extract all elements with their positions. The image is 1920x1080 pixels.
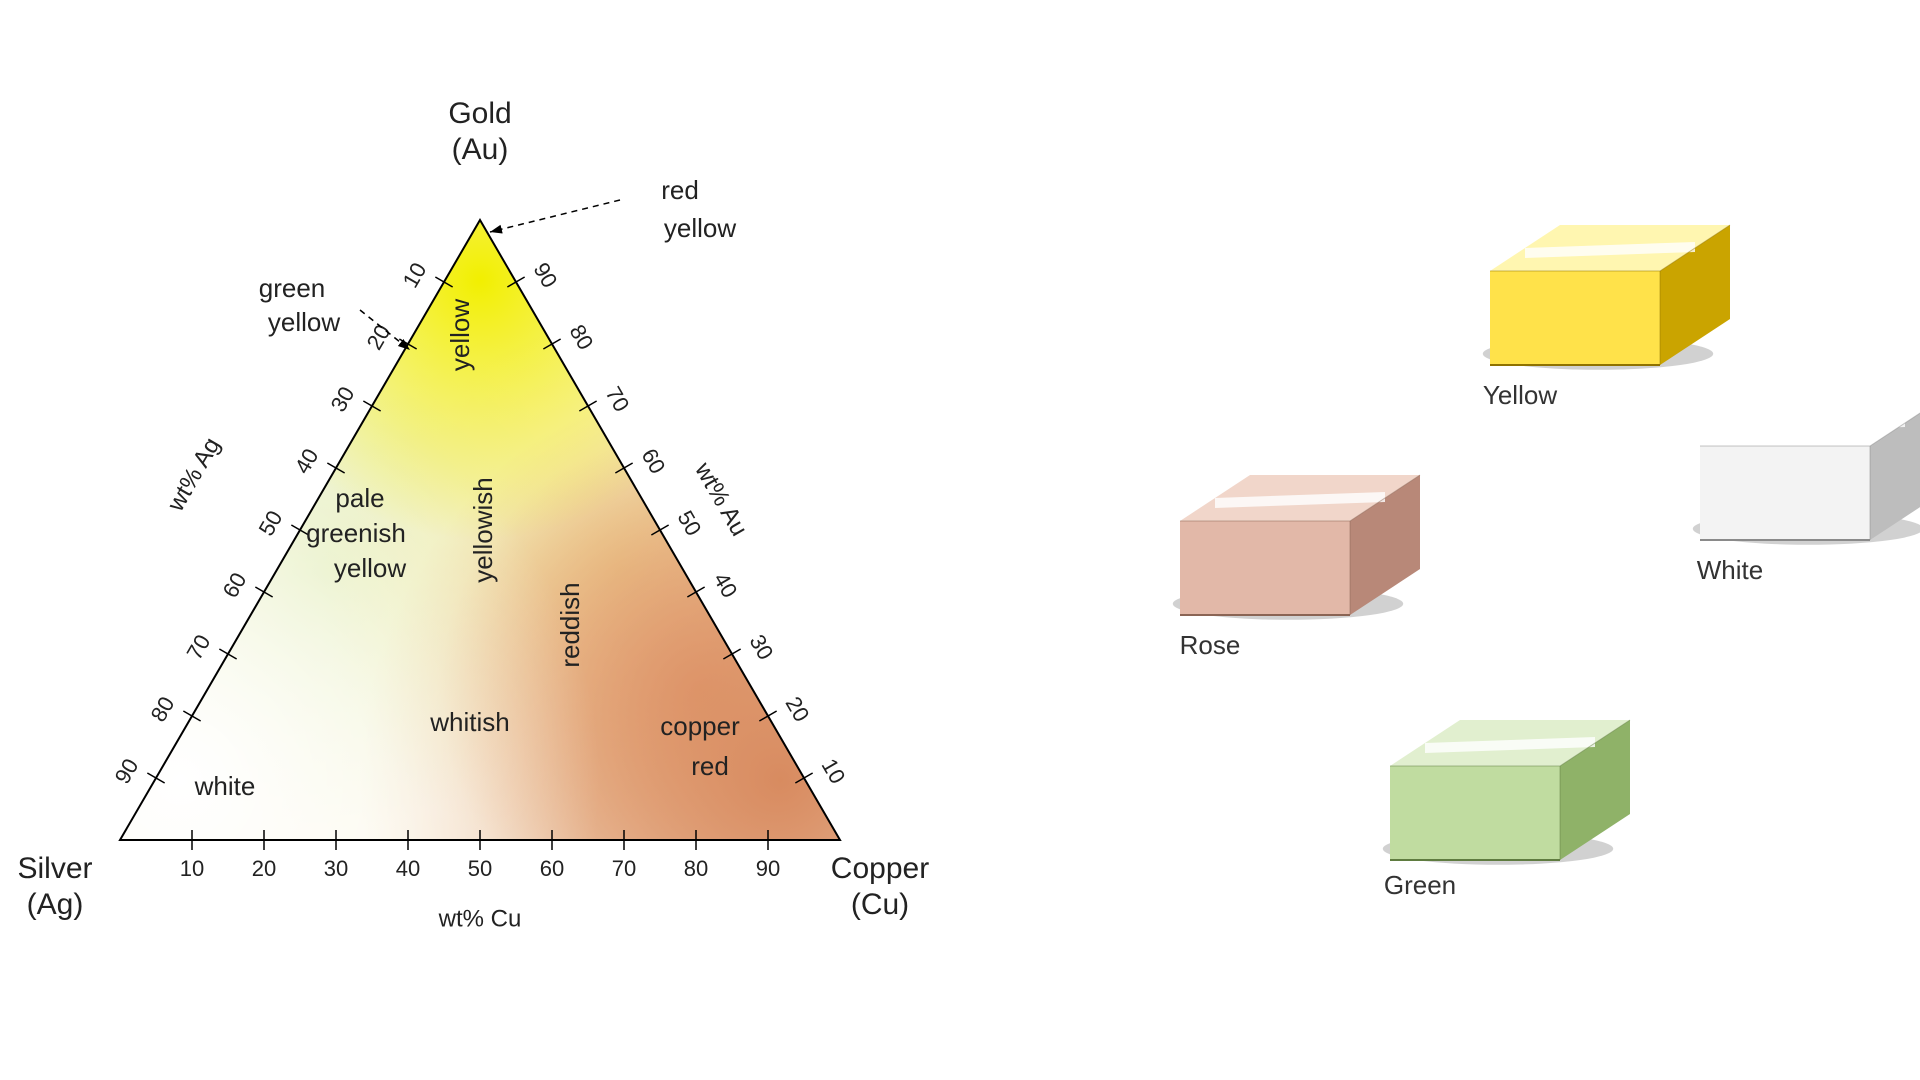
figure-root: 1020304050607080901020304050607080909080… <box>0 0 1920 1080</box>
region-label-reddish: reddish <box>555 582 585 667</box>
region-label-pale_2: greenish <box>306 518 406 548</box>
tick-right-90: 90 <box>529 258 563 292</box>
axis-label-bottom: wt% Cu <box>438 905 522 932</box>
vertex-right-line1: Copper <box>831 852 929 885</box>
tick-left-70: 70 <box>182 630 216 664</box>
tick-bottom-30: 30 <box>324 856 348 881</box>
tick-right-30: 30 <box>745 630 779 664</box>
diagram-svg: 1020304050607080901020304050607080909080… <box>0 0 1920 1080</box>
region-label-copper_red_1: copper <box>660 711 740 741</box>
region-label-red_yellow_2: yellow <box>664 213 736 243</box>
axis-label-left: wt% Ag <box>162 433 226 517</box>
tick-right-40: 40 <box>709 568 743 602</box>
tick-bottom-90: 90 <box>756 856 780 881</box>
tick-left-90: 90 <box>110 754 144 788</box>
bar-label-white: White <box>1697 555 1763 586</box>
tick-bottom-70: 70 <box>612 856 636 881</box>
tick-bottom-20: 20 <box>252 856 276 881</box>
tick-left-60: 60 <box>218 568 252 602</box>
tick-right-80: 80 <box>565 320 599 354</box>
tick-right-20: 20 <box>781 692 815 726</box>
region-label-green_yellow_2: yellow <box>268 307 340 337</box>
metal-bar-white <box>1693 400 1920 545</box>
vertex-right-line2: (Cu) <box>851 888 909 921</box>
vertex-top-line2: (Au) <box>452 133 509 166</box>
metal-bar-rose <box>1173 475 1420 620</box>
tick-left-80: 80 <box>146 692 180 726</box>
callout-arrow-0 <box>490 200 620 232</box>
tick-left-10: 10 <box>398 258 432 292</box>
region-label-yellow: yellow <box>445 299 475 371</box>
tick-bottom-80: 80 <box>684 856 708 881</box>
region-label-green_yellow_1: green <box>259 273 326 303</box>
tick-bottom-60: 60 <box>540 856 564 881</box>
tick-right-60: 60 <box>637 444 671 478</box>
region-label-pale_3: yellow <box>334 553 406 583</box>
region-label-red_yellow_1: red <box>661 175 699 205</box>
vertex-top-line1: Gold <box>448 97 511 130</box>
bar-label-green: Green <box>1384 870 1456 901</box>
tick-bottom-40: 40 <box>396 856 420 881</box>
region-label-copper_red_2: red <box>691 751 729 781</box>
tick-bottom-10: 10 <box>180 856 204 881</box>
tick-right-10: 10 <box>817 754 851 788</box>
metal-bar-green <box>1383 720 1630 865</box>
tick-left-30: 30 <box>326 382 360 416</box>
tick-left-40: 40 <box>290 444 324 478</box>
bar-label-rose: Rose <box>1180 630 1241 661</box>
tick-right-70: 70 <box>601 382 635 416</box>
metal-bar-yellow <box>1483 225 1730 370</box>
tick-right-50: 50 <box>673 506 707 540</box>
bar-label-yellow: Yellow <box>1483 380 1557 411</box>
vertex-left-line2: (Ag) <box>27 888 84 921</box>
vertex-left-line1: Silver <box>17 852 92 885</box>
region-label-white: white <box>194 771 256 801</box>
region-label-pale_1: pale <box>335 483 384 513</box>
tick-bottom-50: 50 <box>468 856 492 881</box>
tick-left-50: 50 <box>254 506 288 540</box>
region-label-whitish: whitish <box>429 707 509 737</box>
region-label-yellowish: yellowish <box>468 477 498 583</box>
ternary-fill <box>0 0 1920 1080</box>
